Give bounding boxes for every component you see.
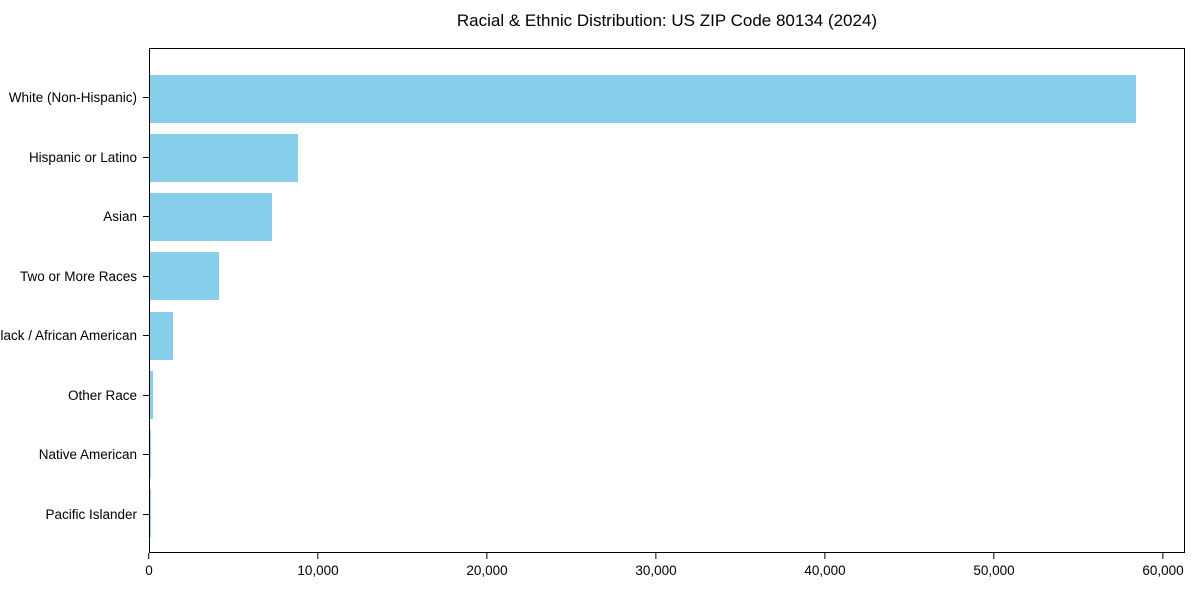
bar-row bbox=[150, 128, 1184, 187]
x-tick-mark bbox=[993, 553, 995, 559]
bar-row bbox=[150, 425, 1184, 484]
y-axis-label: Two or More Races bbox=[19, 268, 137, 284]
x-tick-label: 40,000 bbox=[804, 563, 846, 578]
bar-asian bbox=[150, 193, 272, 242]
y-tick-cell bbox=[143, 425, 149, 485]
y-tick-mark bbox=[143, 394, 149, 396]
y-axis-label: Other Race bbox=[67, 387, 137, 403]
y-axis-tick-marks bbox=[143, 48, 149, 553]
y-tick-mark bbox=[143, 97, 149, 99]
bar-black-african-american bbox=[150, 311, 173, 360]
x-tick-label: 0 bbox=[145, 563, 153, 578]
y-tick-mark bbox=[143, 156, 149, 158]
bar-row bbox=[150, 484, 1184, 543]
bar-native-american bbox=[150, 430, 151, 479]
y-tick-mark bbox=[143, 454, 149, 456]
x-tick: 60,000 bbox=[1142, 553, 1184, 578]
x-tick-mark bbox=[317, 553, 319, 559]
y-tick-cell bbox=[143, 247, 149, 307]
y-tick-cell bbox=[143, 366, 149, 426]
y-tick-cell bbox=[143, 485, 149, 545]
y-tick-cell bbox=[143, 128, 149, 188]
y-axis-label: White (Non-Hispanic) bbox=[8, 90, 137, 106]
chart-title: Racial & Ethnic Distribution: US ZIP Cod… bbox=[456, 11, 878, 30]
x-tick-label: 50,000 bbox=[973, 563, 1015, 578]
y-axis-label: Native American bbox=[38, 447, 137, 463]
x-tick-label: 60,000 bbox=[1142, 563, 1184, 578]
x-tick-label: 30,000 bbox=[635, 563, 677, 578]
x-tick: 20,000 bbox=[466, 553, 508, 578]
x-tick: 50,000 bbox=[973, 553, 1015, 578]
y-axis-label: Asian bbox=[103, 209, 137, 225]
x-tick-label: 10,000 bbox=[297, 563, 339, 578]
bar-row bbox=[150, 306, 1184, 365]
x-tick-mark bbox=[148, 553, 150, 559]
x-tick-label: 20,000 bbox=[466, 563, 508, 578]
y-axis-label: Pacific Islander bbox=[45, 506, 137, 522]
x-tick: 10,000 bbox=[297, 553, 339, 578]
plot-area bbox=[149, 48, 1185, 553]
bar-other-race bbox=[150, 370, 154, 419]
x-tick: 0 bbox=[145, 553, 153, 578]
y-tick-mark bbox=[143, 216, 149, 218]
x-tick: 30,000 bbox=[635, 553, 677, 578]
bar-white-non-hispanic bbox=[150, 74, 1136, 123]
bar-row bbox=[150, 69, 1184, 128]
bar-row bbox=[150, 247, 1184, 306]
y-tick-cell bbox=[143, 187, 149, 247]
y-tick-cell bbox=[143, 68, 149, 128]
bar-row bbox=[150, 188, 1184, 247]
y-tick-mark bbox=[143, 513, 149, 515]
x-tick-mark bbox=[824, 553, 826, 559]
bar-row bbox=[150, 365, 1184, 424]
y-axis-labels: White (Non-Hispanic) Hispanic or Latino As… bbox=[0, 48, 137, 553]
y-tick-mark bbox=[143, 275, 149, 277]
bar-two-or-more-races bbox=[150, 252, 219, 301]
x-tick: 40,000 bbox=[804, 553, 846, 578]
x-tick-mark bbox=[486, 553, 488, 559]
x-axis: 0 10,000 20,000 30,000 40,000 50,000 60,000 bbox=[145, 553, 1185, 598]
x-tick-mark bbox=[655, 553, 657, 559]
y-axis-label: Hispanic or Latino bbox=[28, 149, 137, 165]
y-tick-cell bbox=[143, 306, 149, 366]
bar-hispanic-or-latino bbox=[150, 133, 298, 182]
y-axis-label: Black / African American bbox=[0, 328, 137, 344]
y-tick-mark bbox=[143, 335, 149, 337]
x-tick-mark bbox=[1162, 553, 1164, 559]
